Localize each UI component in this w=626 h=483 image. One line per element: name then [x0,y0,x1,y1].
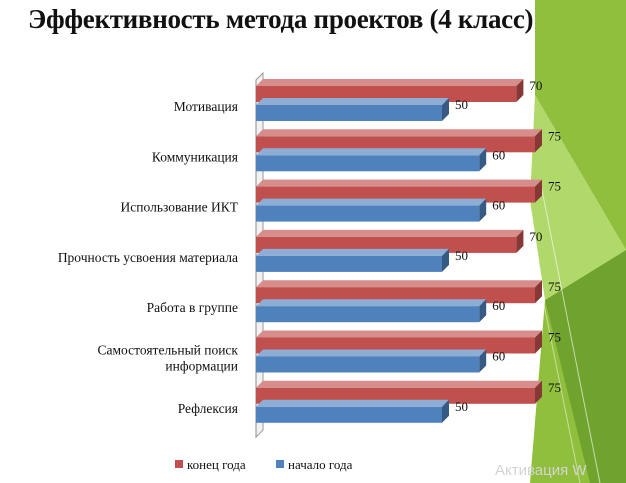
data-label: 60 [492,147,505,162]
legend-label: начало года [288,457,353,472]
data-label: 75 [548,279,561,294]
category-label: Мотивация [174,99,238,114]
bar-end-face [442,248,449,272]
bar [256,205,480,222]
bar [256,306,480,323]
bar [256,155,480,172]
bar-top-face [256,349,487,357]
legend-label: конец года [187,457,246,472]
category-label: Рефлексия [178,401,238,416]
data-label: 50 [455,248,468,263]
bar [256,406,442,423]
bar-end-face [479,299,487,323]
bar-top-face [256,299,487,307]
bar-end-face [516,229,524,253]
legend-swatch [175,460,183,468]
data-label: 50 [455,399,468,414]
data-label: 50 [455,97,468,112]
data-label: 75 [548,179,561,194]
bar-top-face [256,330,542,338]
activation-watermark: Активация W [495,462,587,479]
bar [256,105,442,121]
data-label: 75 [548,380,561,395]
bar-top-face [256,79,524,86]
bar-top-face [256,179,542,187]
data-label: 70 [529,78,542,93]
category-label: Работа в группе [147,300,238,315]
bar [256,255,442,272]
bar-top-face [256,148,487,156]
bar-end-face [535,179,542,203]
bar [256,356,480,373]
bar-end-face [535,330,542,354]
bar-top-face [256,399,449,407]
bar-top-face [256,229,524,237]
data-label: 60 [492,349,505,364]
data-label: 75 [548,128,561,143]
bar-end-face [535,280,542,304]
bar-top-face [256,248,449,256]
data-label: 75 [548,330,561,345]
data-label: 60 [492,198,505,213]
bar-end-face [479,349,487,373]
bar-top-face [256,380,542,388]
data-label: 60 [492,298,505,313]
bar-end-face [535,129,542,153]
bar-end-face [442,98,449,121]
slide-title: Эффективность метода проектов (4 класс) [28,4,534,34]
bar-end-face [516,79,524,102]
bar-end-face [442,399,449,423]
category-label: Прочность усвоения материала [58,250,238,265]
category-label: Самостоятельный поиск информации [98,343,239,374]
green-panel-line [534,259,581,483]
bar-end-face [479,148,487,172]
category-label: Использование ИКТ [121,200,239,215]
bar-top-face [256,129,542,137]
bar-top-face [256,198,487,206]
bar-end-face [479,198,487,222]
green-panel-line [539,179,601,483]
data-label: 70 [529,229,542,244]
category-label: Коммуникация [152,149,238,164]
legend-swatch [276,460,284,468]
green-panel-top [535,0,626,250]
bar-top-face [256,280,542,288]
bar-top-face [256,98,449,105]
bar-end-face [535,380,542,404]
